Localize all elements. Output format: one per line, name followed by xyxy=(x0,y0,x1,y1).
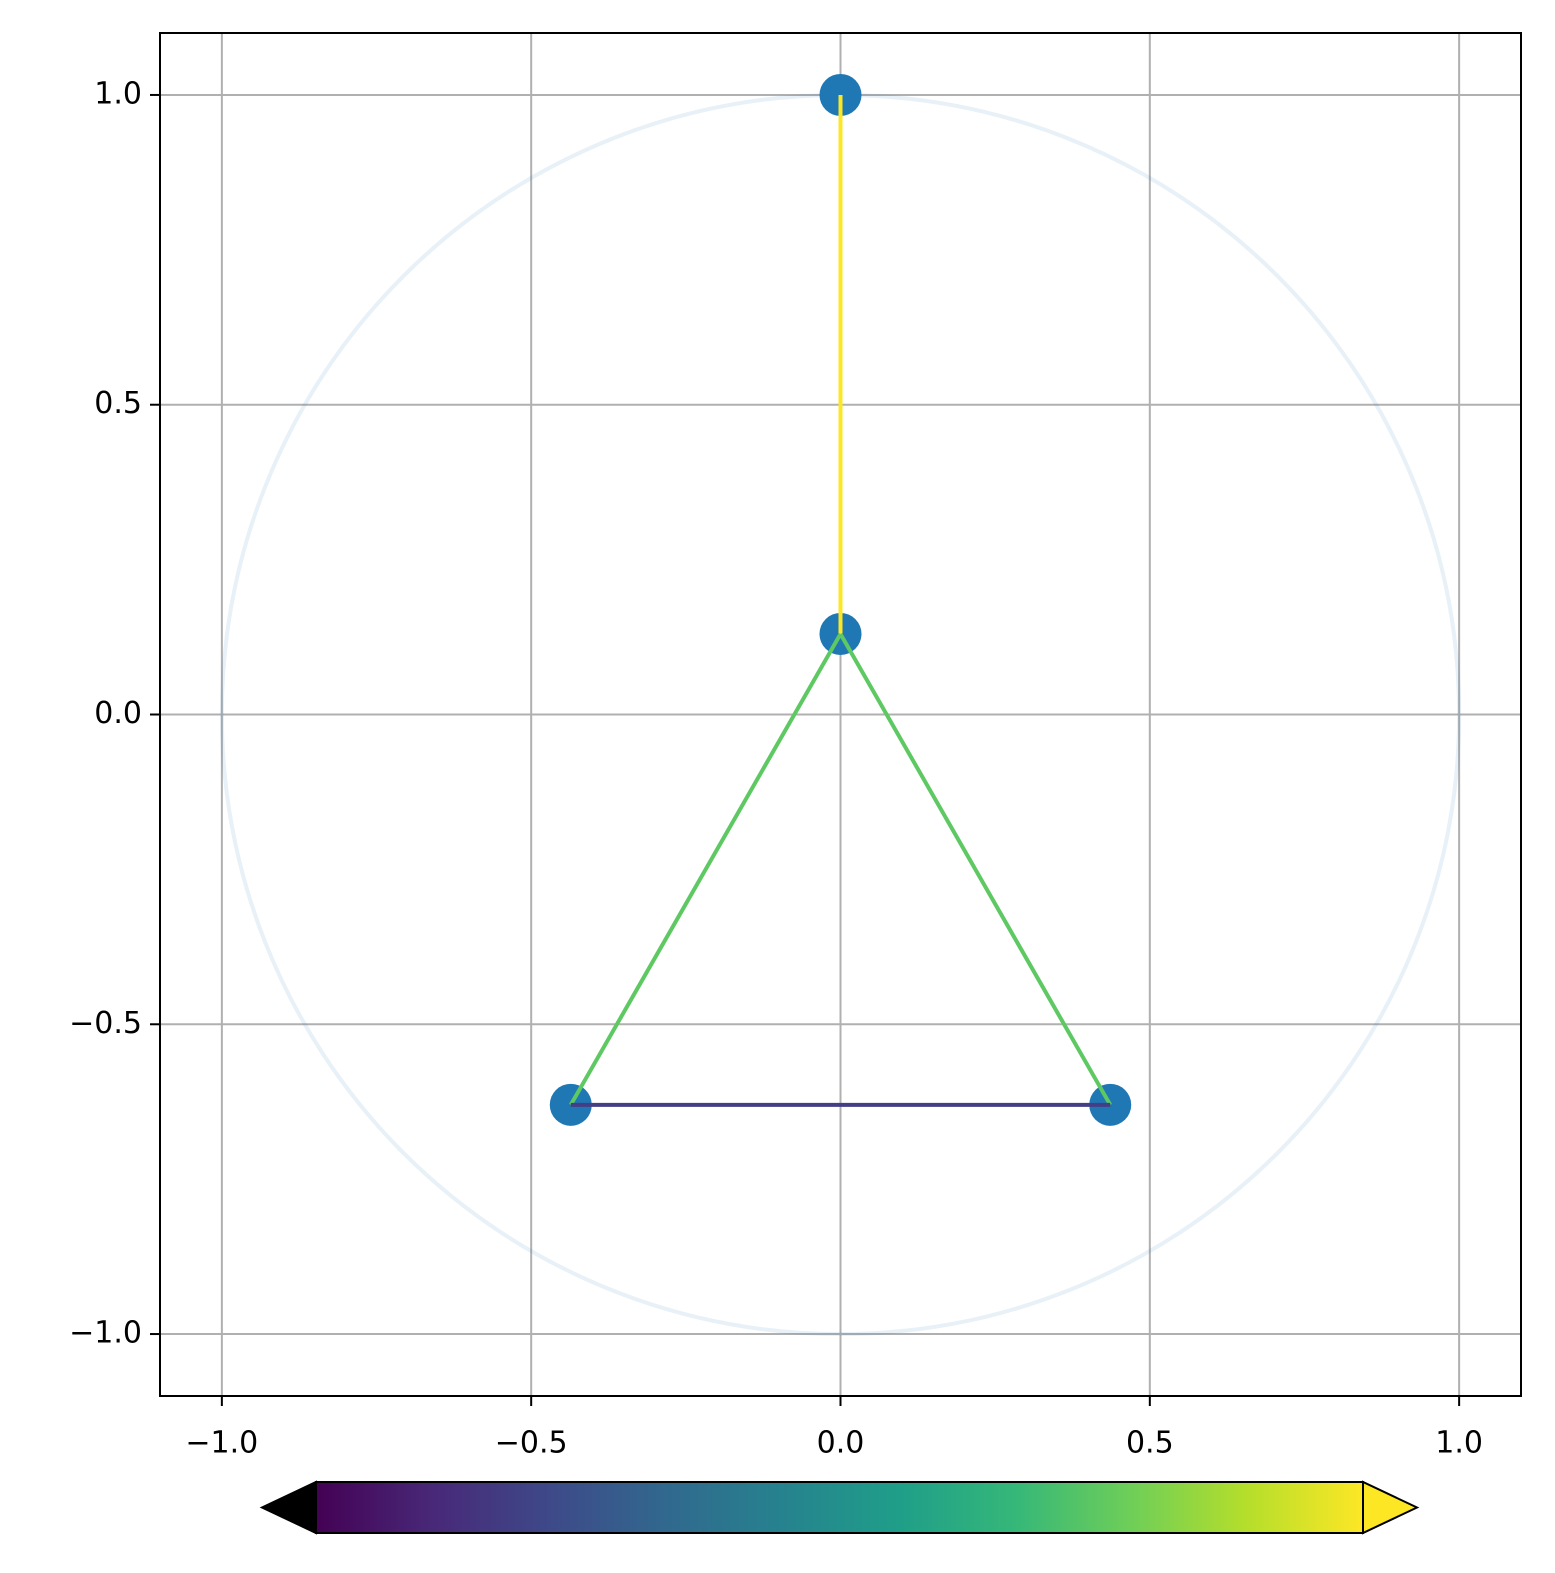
y-tick-label: −0.5 xyxy=(69,1006,142,1041)
y-tick-label: 1.0 xyxy=(94,76,142,111)
x-tick-label: −1.0 xyxy=(185,1426,258,1461)
node xyxy=(819,73,862,116)
colorbar-extend-low xyxy=(259,1480,317,1535)
colorbar xyxy=(315,1481,1364,1534)
x-tick-label: −0.5 xyxy=(495,1426,568,1461)
colorbar-extend-high xyxy=(1362,1480,1420,1535)
x-tick-label: 1.0 xyxy=(1435,1426,1483,1461)
x-tick-label: 0.5 xyxy=(1126,1426,1174,1461)
y-tick-label: −1.0 xyxy=(69,1316,142,1351)
y-tick-label: 0.0 xyxy=(94,696,142,731)
edge xyxy=(838,632,1112,1106)
plot-frame xyxy=(159,32,1522,1397)
y-tick-label: 0.5 xyxy=(94,386,142,421)
x-tick-label: 0.0 xyxy=(817,1426,865,1461)
edge xyxy=(569,632,843,1106)
